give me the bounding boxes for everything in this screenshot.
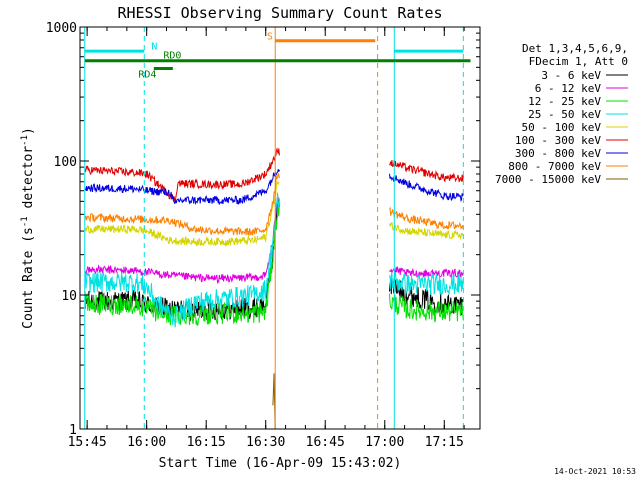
legend: Det 1,3,4,5,6,9, FDecim 1, Att 0 3 - 6 k… — [495, 42, 628, 186]
legend-entry-7000-15000-kev: 7000 - 15000 keV — [495, 173, 628, 186]
legend-entry-25-50-kev: 25 - 50 keV — [528, 108, 628, 121]
series-layer — [84, 146, 464, 430]
legend-label: 12 - 25 keV — [528, 95, 601, 108]
y-tick-label: 1 — [69, 423, 77, 438]
chart-title: RHESSI Observing Summary Count Rates — [117, 4, 442, 22]
series-line-50-100-kev — [84, 180, 464, 247]
legend-entry-800-7000-kev: 800 - 7000 keV — [508, 160, 628, 173]
series-line-6-12-kev — [84, 196, 464, 285]
legend-header-detectors: Det 1,3,4,5,6,9, — [522, 42, 628, 55]
axis-layer: 15:45 16:00 16:15 16:30 16:45 17:00 17:15 1 10 10… — [46, 21, 480, 450]
legend-label: 50 - 100 keV — [522, 121, 602, 134]
legend-label: 3 - 6 keV — [541, 69, 601, 82]
series-line-100-300-kev — [84, 146, 464, 202]
y-axis-label: Count Rate (s-1 detector-1) — [20, 127, 36, 329]
x-tick-label: 16:45 — [306, 435, 345, 450]
x-tick-label: 16:15 — [187, 435, 226, 450]
series-100-300-kev — [84, 146, 464, 202]
legend-entry-50-100-kev: 50 - 100 keV — [522, 121, 628, 134]
legend-entry-12-25-kev: 12 - 25 keV — [528, 95, 628, 108]
series-300-800-kev — [84, 169, 464, 206]
annotation-layer: N S RD4 RD0 — [84, 27, 471, 429]
x-axis-label: Start Time (16-Apr-09 15:43:02) — [159, 456, 402, 471]
legend-label: 300 - 800 keV — [515, 147, 601, 160]
legend-label: 7000 - 15000 keV — [495, 173, 601, 186]
y-tick-label: 1000 — [46, 21, 77, 36]
legend-entry-100-300-kev: 100 - 300 keV — [515, 134, 628, 147]
series-line-800-7000-kev — [84, 173, 464, 236]
night-label: N — [151, 41, 157, 52]
legend-label: 800 - 7000 keV — [508, 160, 601, 173]
series-6-12-kev — [84, 196, 464, 285]
x-tick-label: 17:15 — [425, 435, 464, 450]
legend-entry-6-12-kev: 6 - 12 keV — [535, 82, 628, 95]
x-tick-label: 16:00 — [127, 435, 166, 450]
y-tick-label: 10 — [61, 289, 77, 304]
series-25-50-kev — [84, 192, 464, 328]
legend-label: 25 - 50 keV — [528, 108, 601, 121]
legend-entry-300-800-kev: 300 - 800 keV — [515, 147, 628, 160]
legend-label: 6 - 12 keV — [535, 82, 602, 95]
rd0-label: RD0 — [163, 51, 181, 62]
x-tick-label: 15:45 — [68, 435, 107, 450]
x-tick-label: 17:00 — [365, 435, 404, 450]
legend-label: 100 - 300 keV — [515, 134, 601, 147]
series-50-100-kev — [84, 180, 464, 247]
y-tick-label: 100 — [54, 155, 77, 170]
series-line-25-50-kev — [84, 192, 464, 328]
series-line-300-800-kev — [84, 169, 464, 206]
x-tick-label: 16:30 — [246, 435, 285, 450]
saa-label: S — [267, 31, 273, 42]
legend-header-fdecim: FDecim 1, Att 0 — [529, 55, 628, 68]
plot-frame — [79, 26, 481, 430]
series-800-7000-kev — [84, 173, 464, 236]
legend-entry-3-6-kev: 3 - 6 keV — [541, 69, 628, 82]
rd4-label: RD4 — [138, 69, 156, 80]
timestamp: 14-Oct-2021 10:53 — [554, 467, 636, 476]
